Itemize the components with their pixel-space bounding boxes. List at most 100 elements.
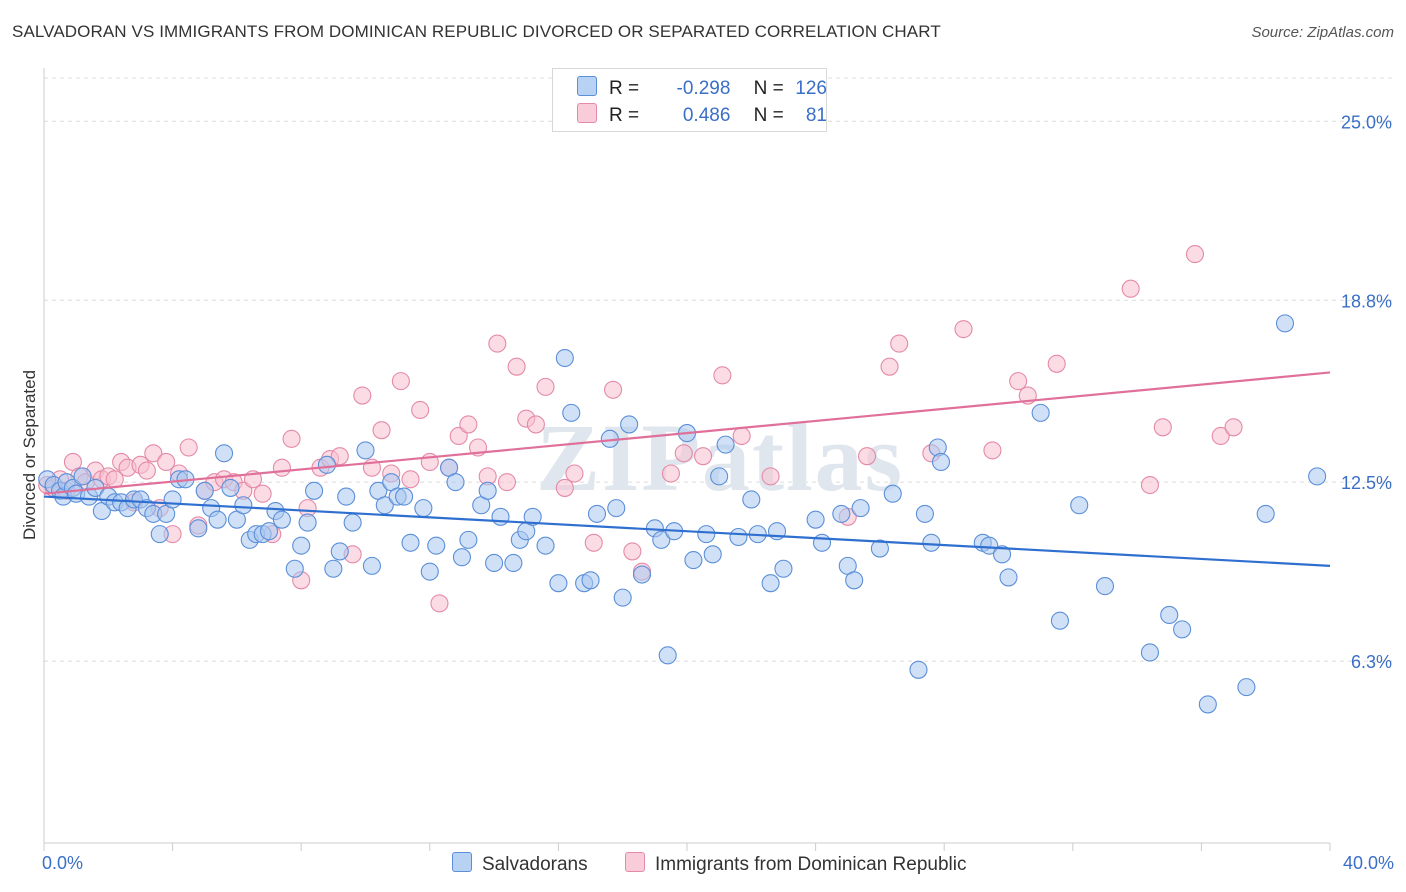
salvadoran-point — [292, 536, 311, 555]
dominican-point — [282, 429, 301, 448]
dominican-trend-line — [43, 371, 1331, 495]
salvadoran-point — [1140, 643, 1160, 662]
dominican-point — [857, 447, 877, 466]
salvadoran-point — [208, 510, 227, 529]
salvadoran-point — [420, 562, 439, 581]
salvadoran-point — [485, 553, 504, 573]
salvadoran-point — [401, 533, 420, 552]
dominican-point — [1224, 418, 1243, 437]
n-label: N = — [753, 78, 784, 99]
legend-label: Salvadorans — [482, 854, 588, 875]
salvadoran-point — [729, 527, 748, 547]
salvadoran-point — [73, 467, 92, 486]
r-label: R = — [609, 78, 640, 99]
pink-swatch-icon — [625, 852, 645, 872]
salvadoran-point — [343, 513, 362, 532]
dominican-point — [761, 467, 780, 486]
legend-label: Immigrants from Dominican Republic — [655, 854, 967, 875]
salvadoran-point — [620, 415, 639, 434]
salvadoran-point — [459, 530, 478, 549]
salvadoran-point — [1031, 403, 1050, 422]
salvadoran-point — [613, 588, 632, 607]
salvadoran-point — [684, 551, 703, 570]
dominican-point — [449, 426, 468, 446]
salvadoran-point — [1095, 577, 1114, 596]
legend-item-dominican: Immigrants from Dominican Republic — [625, 852, 967, 876]
n-value: 126 — [795, 78, 827, 99]
dominican-point — [880, 357, 899, 376]
salvadoran-point — [478, 481, 497, 500]
dominican-point — [179, 438, 198, 457]
salvadoran-point — [446, 473, 465, 492]
salvadoran-point — [587, 504, 607, 523]
dominican-point — [1153, 418, 1172, 437]
salvadoran-point — [362, 556, 381, 575]
salvadoran-points — [38, 314, 1327, 714]
salvadoran-point — [703, 545, 722, 564]
legend-item-salvadorans: Salvadorans — [452, 852, 588, 876]
salvadoran-point — [375, 496, 394, 515]
dominican-point — [674, 444, 693, 463]
salvadoran-point — [658, 646, 677, 665]
salvadoran-point — [214, 444, 234, 463]
salvadoran-point — [812, 533, 832, 552]
dominican-point — [526, 415, 545, 434]
dominican-point — [137, 461, 156, 480]
legend-row-dominican: R = 0.486 N = 81 — [577, 103, 827, 127]
salvadoran-point — [189, 519, 208, 538]
dominican-point — [565, 464, 584, 483]
salvadoran-point — [806, 510, 825, 529]
salvadoran-point — [337, 487, 356, 506]
salvadoran-point — [1275, 314, 1295, 333]
salvadoran-point — [562, 403, 581, 422]
salvadoran-point — [395, 487, 414, 506]
dominican-point — [157, 452, 176, 471]
n-value: 81 — [805, 105, 827, 126]
salvadoran-point — [272, 510, 291, 529]
legend-row-salvadorans: R = -0.298 N = 126 — [577, 76, 827, 100]
salvadoran-point — [221, 478, 240, 497]
dominican-point — [430, 594, 449, 613]
salvadoran-point — [285, 559, 304, 578]
dominican-point — [1140, 475, 1160, 495]
dominican-point — [488, 334, 507, 353]
y-tick-label: 25.0% — [1341, 112, 1392, 132]
salvadoran-point — [761, 574, 780, 593]
blue-swatch-icon — [452, 852, 472, 872]
salvadoran-point — [607, 499, 626, 518]
dominican-point — [1121, 279, 1140, 298]
salvadoran-point — [195, 481, 214, 500]
y-tick-label: 12.5% — [1341, 473, 1392, 493]
dominican-point — [272, 458, 291, 477]
dominican-point — [330, 447, 349, 466]
dominican-point — [1009, 372, 1028, 391]
salvadoran-point — [909, 660, 928, 679]
dominican-point — [694, 447, 713, 466]
salvadoran-point — [1256, 504, 1275, 523]
salvadoran-point — [324, 559, 343, 578]
r-label: R = — [609, 105, 640, 126]
dominican-point — [536, 377, 555, 396]
salvadoran-point — [330, 542, 349, 561]
salvadoran-point — [832, 504, 851, 523]
dominican-point — [1211, 426, 1230, 446]
salvadoran-point — [851, 499, 870, 518]
salvadoran-point — [1308, 467, 1327, 486]
salvadoran-point — [870, 539, 889, 558]
pink-swatch-icon — [577, 103, 597, 123]
dominican-point — [732, 426, 751, 446]
salvadoran-point — [234, 496, 253, 515]
salvadoran-point — [697, 525, 716, 544]
salvadoran-point — [555, 348, 574, 368]
salvadoran-point — [305, 481, 324, 500]
chart-title: SALVADORAN VS IMMIGRANTS FROM DOMINICAN … — [12, 22, 941, 41]
salvadoran-point — [356, 441, 375, 460]
dominican-point — [584, 533, 603, 552]
axes — [43, 68, 1331, 851]
dominican-point — [890, 334, 909, 353]
y-tick-label: 18.8% — [1341, 291, 1392, 311]
dominican-point — [253, 484, 272, 503]
salvadoran-point — [298, 513, 317, 532]
dominican-point — [1047, 354, 1066, 373]
